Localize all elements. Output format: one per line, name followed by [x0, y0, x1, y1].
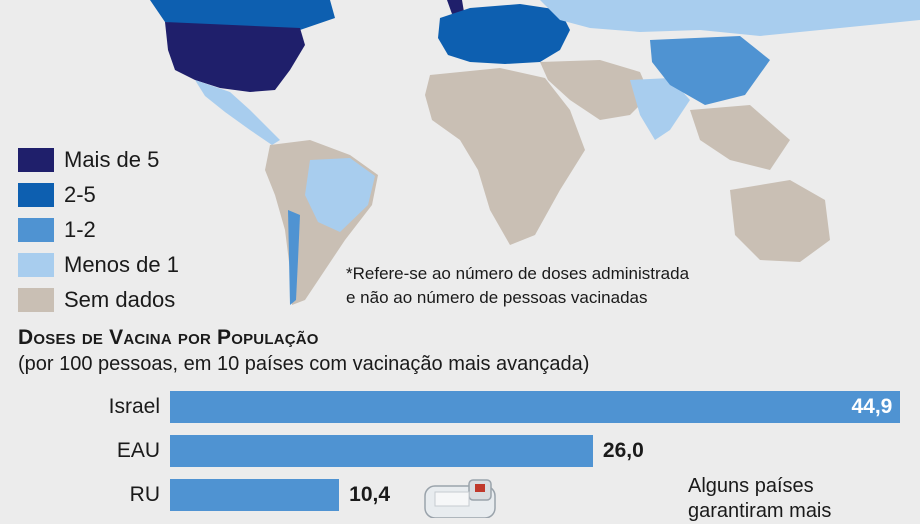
- legend-item: 2-5: [18, 177, 179, 212]
- bar-value-label: 10,4: [349, 483, 391, 506]
- map-chile: [288, 210, 300, 305]
- bar-value-label: 26,0: [602, 439, 644, 462]
- map-russia: [540, 0, 920, 36]
- chart-subtitle: (por 100 pessoas, em 10 países com vacin…: [18, 353, 590, 375]
- map-china: [650, 36, 770, 105]
- footnote-line-1: *Refere-se ao número de doses administra…: [346, 264, 690, 283]
- map-europe: [438, 4, 570, 64]
- map-footnote: *Refere-se ao número de doses administra…: [346, 262, 689, 310]
- map-middle-east: [540, 60, 650, 120]
- legend-label: 1-2: [64, 216, 96, 242]
- side-note-line-1: Alguns países: [688, 475, 814, 497]
- bar: [170, 391, 901, 423]
- side-note: Alguns países garantiram mais: [688, 474, 918, 524]
- bar-category-label: Israel: [108, 395, 160, 418]
- bar-category-label: EAU: [116, 439, 160, 462]
- legend-item: Menos de 1: [18, 247, 179, 282]
- legend-swatch: [18, 217, 54, 242]
- map-africa: [425, 68, 585, 245]
- bar-value-label: 44,9: [851, 395, 893, 418]
- legend-item: Mais de 5: [18, 142, 179, 177]
- legend-item: 1-2: [18, 212, 179, 247]
- map-india: [630, 78, 690, 140]
- map-canada: [150, 0, 335, 30]
- map-usa: [165, 22, 305, 92]
- legend-label: 2-5: [64, 181, 96, 207]
- world-map: [150, 0, 920, 305]
- map-brazil: [305, 158, 375, 232]
- bar-category-label: RU: [129, 483, 160, 506]
- legend-label: Sem dados: [64, 286, 176, 312]
- side-note-line-2: garantiram mais: [688, 500, 832, 522]
- vaccine-vial-image: [405, 478, 515, 519]
- bar: [170, 435, 593, 467]
- legend-swatch: [18, 252, 54, 277]
- map-legend: Mais de 5 2-5 1-2 Menos de 1 Sem dados: [18, 142, 179, 317]
- chart-title: Doses de Vacina por População: [18, 326, 319, 349]
- legend-item: Sem dados: [18, 282, 179, 317]
- legend-swatch: [18, 287, 54, 312]
- legend-swatch: [18, 182, 54, 207]
- legend-swatch: [18, 147, 54, 172]
- map-southeast-asia: [690, 105, 790, 170]
- map-australia: [730, 180, 830, 262]
- legend-label: Mais de 5: [64, 146, 160, 172]
- map-uk: [447, 0, 464, 14]
- footnote-line-2: e não ao número de pessoas vacinadas: [346, 288, 648, 307]
- map-mexico: [195, 80, 280, 145]
- legend-label: Menos de 1: [64, 251, 179, 277]
- bar: [170, 479, 340, 511]
